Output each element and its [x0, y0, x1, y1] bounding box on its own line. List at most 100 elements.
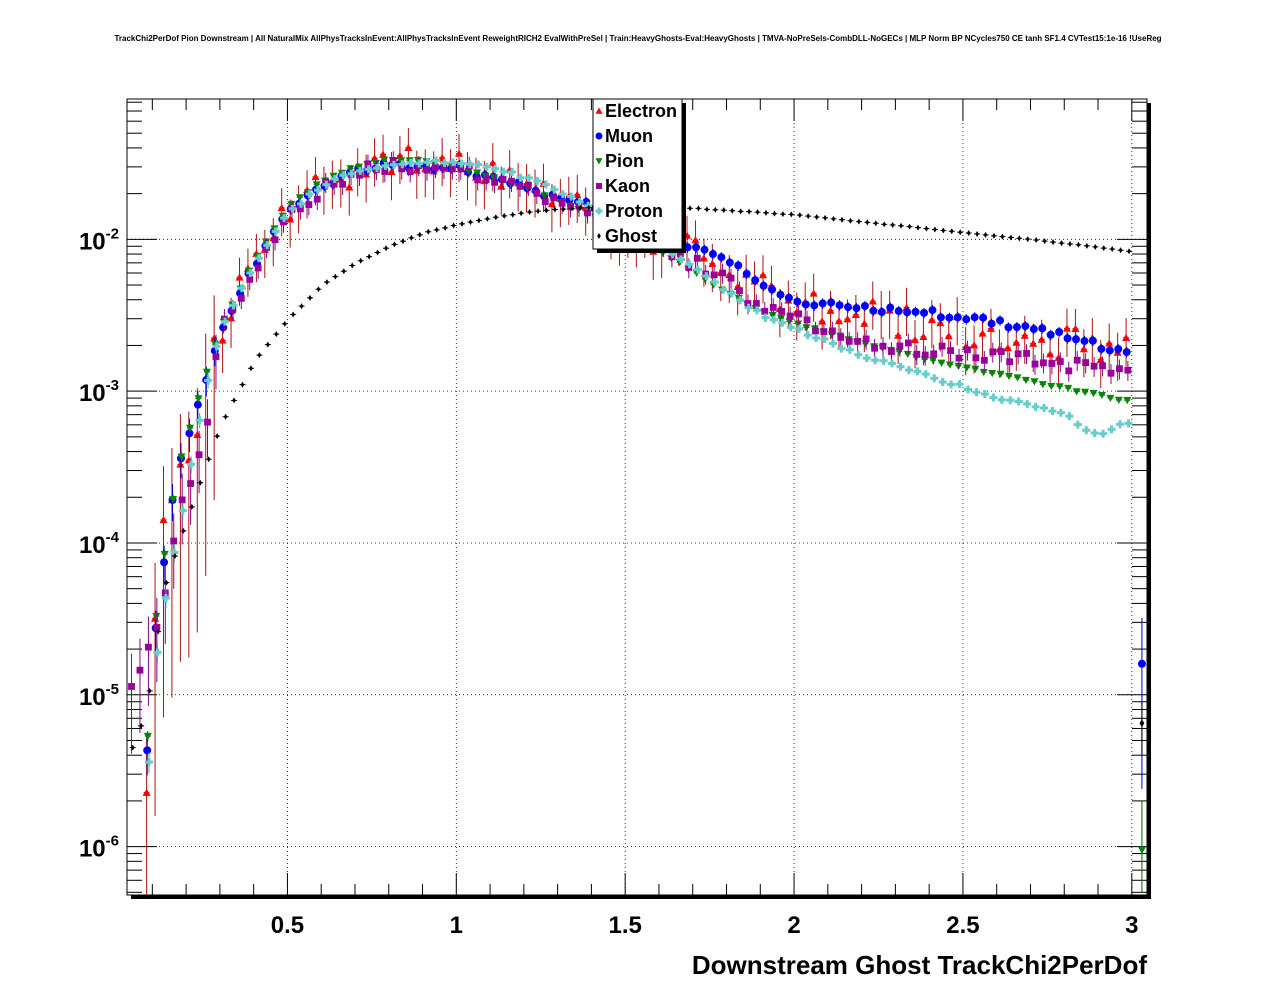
data-point	[1031, 354, 1039, 375]
data-point	[768, 284, 777, 295]
data-point	[788, 211, 795, 218]
data-point	[889, 221, 896, 228]
data-point	[146, 687, 153, 694]
data-point	[221, 317, 230, 326]
data-point	[754, 209, 761, 216]
data-point	[1097, 391, 1106, 400]
data-point	[676, 255, 685, 264]
data-point	[195, 412, 204, 429]
data-point	[356, 166, 365, 175]
data-point	[954, 362, 963, 370]
data-point	[1056, 408, 1065, 417]
data-point	[930, 374, 939, 383]
data-point	[957, 229, 964, 236]
data-point	[1063, 333, 1072, 344]
data-point	[313, 186, 322, 195]
data-point	[432, 156, 441, 165]
data-point	[315, 286, 322, 293]
data-point	[979, 312, 988, 324]
data-point	[323, 279, 330, 286]
data-point	[330, 175, 339, 184]
data-point	[989, 342, 997, 363]
data-point	[1038, 323, 1047, 334]
data-point	[389, 160, 398, 169]
data-point	[305, 195, 313, 216]
data-point	[970, 312, 979, 323]
data-point	[145, 752, 154, 774]
data-points	[128, 128, 1146, 895]
data-point	[280, 214, 289, 223]
data-point	[827, 297, 836, 308]
data-point	[862, 354, 871, 363]
data-point	[1013, 374, 1022, 382]
data-point	[978, 313, 987, 362]
data-point	[785, 318, 794, 326]
data-point	[744, 303, 753, 312]
data-point	[153, 643, 162, 664]
data-point	[896, 336, 904, 357]
data-point	[264, 341, 271, 348]
data-point	[490, 174, 499, 182]
data-point	[898, 222, 905, 229]
data-point	[160, 549, 169, 559]
data-point	[779, 211, 786, 218]
data-point	[246, 268, 255, 277]
data-point	[406, 158, 415, 167]
data-point	[347, 169, 356, 178]
data-point	[920, 307, 929, 319]
data-point	[871, 356, 880, 365]
data-point	[1030, 378, 1039, 386]
data-point	[307, 294, 314, 301]
data-point	[854, 350, 863, 359]
data-point	[845, 345, 854, 354]
data-point	[340, 268, 347, 275]
data-point	[945, 312, 954, 324]
plot-shadow	[131, 103, 1151, 899]
data-point	[1117, 247, 1124, 254]
data-point	[508, 168, 517, 177]
data-point	[784, 292, 793, 304]
data-point	[237, 289, 245, 310]
data-point	[1083, 242, 1090, 249]
data-point	[484, 215, 491, 222]
data-point	[903, 307, 912, 318]
data-point	[862, 329, 870, 350]
data-point	[448, 158, 457, 167]
data-point	[1006, 352, 1014, 373]
data-point	[1040, 353, 1047, 374]
data-point	[408, 234, 415, 241]
legend-label: Proton	[605, 201, 663, 221]
legend-label: Ghost	[605, 226, 657, 246]
data-point	[440, 159, 449, 168]
data-point	[180, 527, 187, 534]
data-point	[533, 184, 541, 205]
data-point	[965, 230, 972, 237]
data-point	[872, 220, 879, 227]
data-point	[803, 331, 812, 340]
data-point	[222, 413, 229, 420]
data-point	[204, 373, 213, 389]
data-point	[560, 206, 567, 213]
data-point	[834, 301, 843, 350]
data-point	[1005, 372, 1014, 381]
data-point	[482, 162, 491, 171]
data-point	[455, 133, 464, 182]
data-point	[888, 359, 897, 368]
data-point	[851, 295, 860, 344]
data-point	[828, 321, 836, 342]
data-point	[896, 362, 905, 371]
data-point	[685, 260, 694, 269]
legend-label: Kaon	[605, 176, 650, 196]
data-point-extra	[1139, 701, 1145, 756]
data-point	[761, 313, 770, 322]
data-point	[805, 213, 812, 220]
data-point	[550, 185, 559, 194]
data-point	[1123, 396, 1132, 405]
data-point	[143, 732, 152, 776]
data-point	[567, 192, 576, 201]
data-point	[349, 262, 356, 269]
data-point	[305, 190, 314, 199]
data-point	[693, 265, 702, 274]
data-point	[944, 316, 953, 365]
data-point	[1055, 383, 1064, 391]
